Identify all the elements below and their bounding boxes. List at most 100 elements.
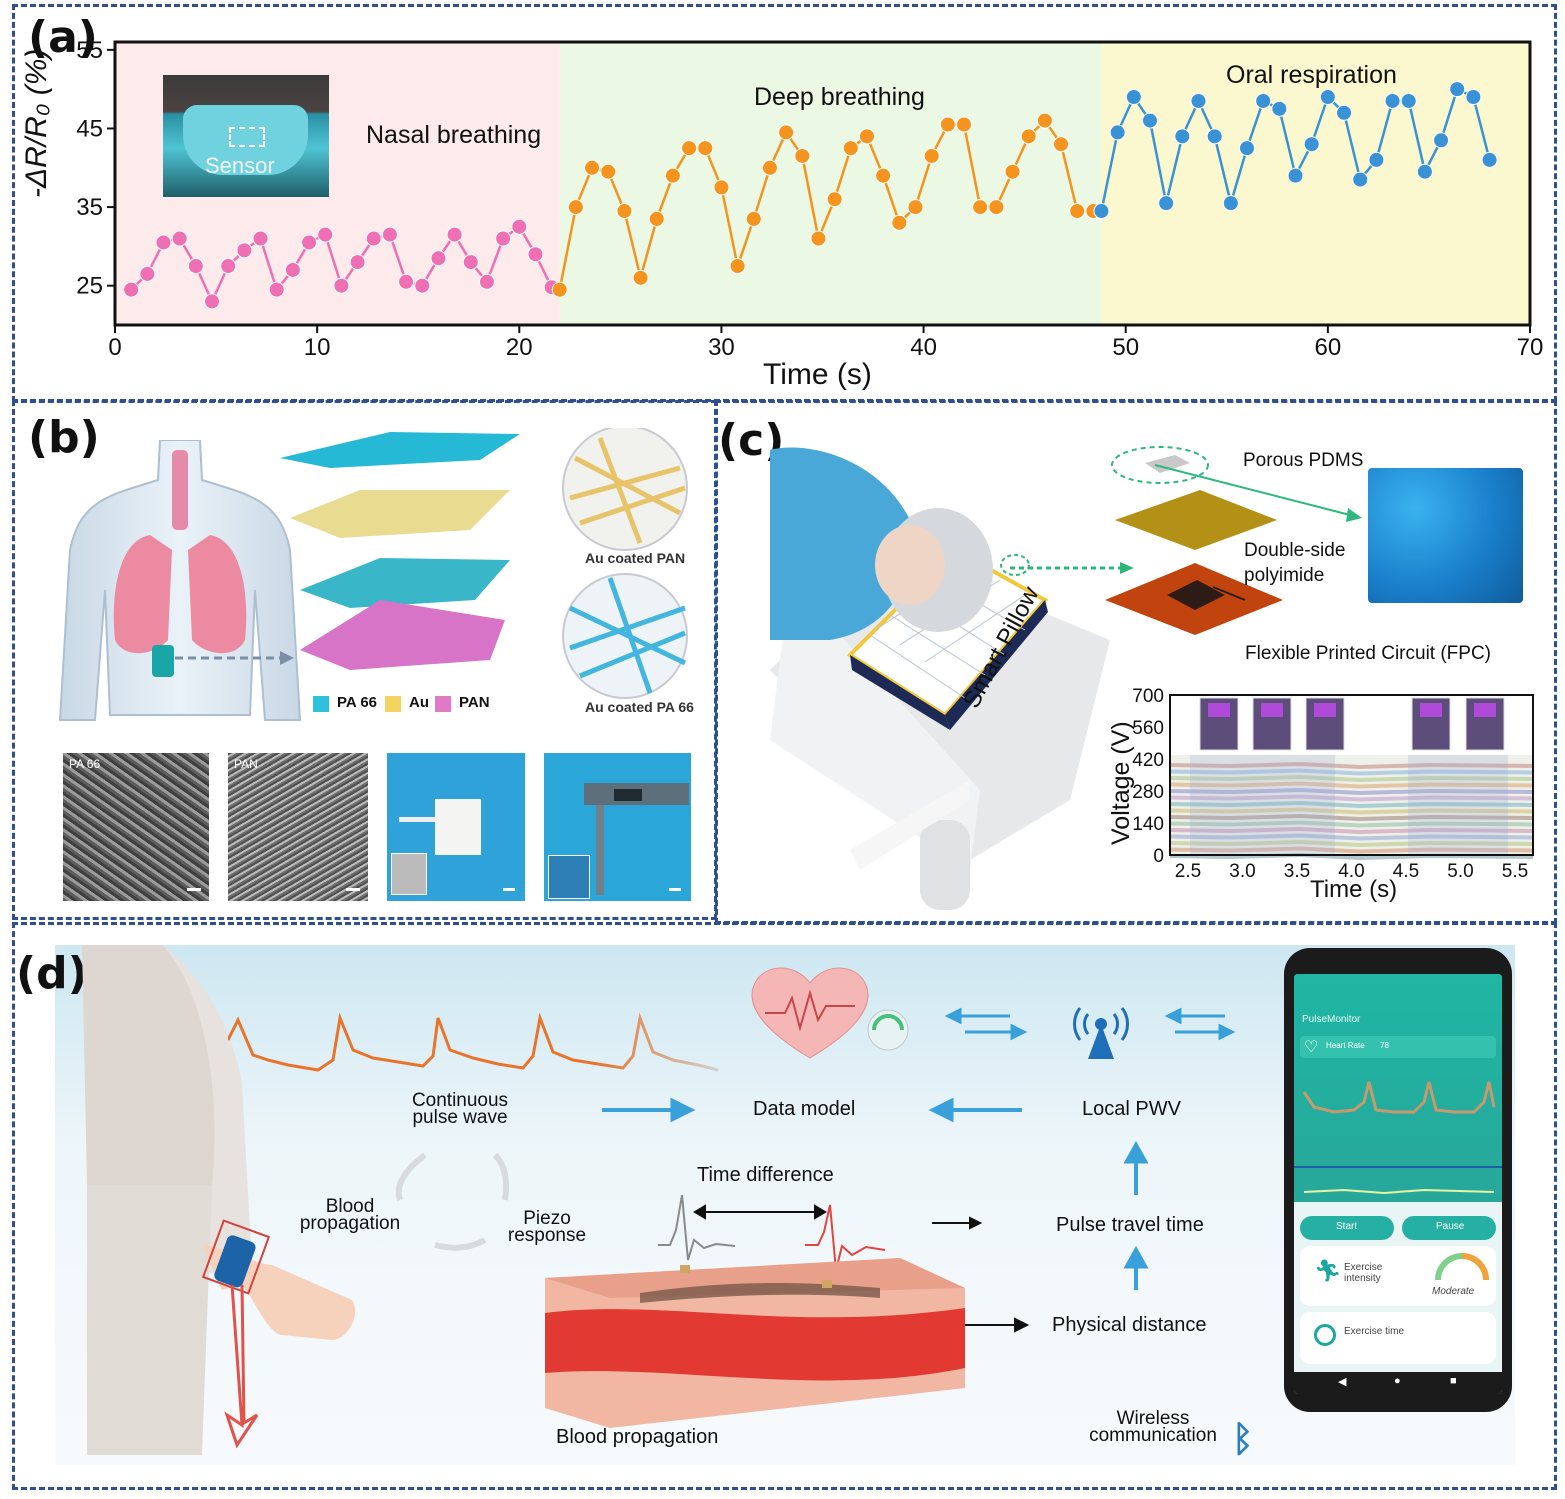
highlight-band bbox=[1190, 755, 1335, 855]
label-blood-propagation-cycle: Blood propagation bbox=[299, 1196, 401, 1234]
data-point bbox=[1036, 112, 1053, 129]
data-point bbox=[778, 124, 795, 141]
data-point bbox=[123, 281, 140, 298]
data-point bbox=[1174, 128, 1191, 145]
label-wireless-communication: Wireless communication bbox=[1089, 1408, 1217, 1446]
data-point bbox=[365, 230, 382, 247]
label-local-pwv: Local PWV bbox=[1082, 1098, 1181, 1120]
nav-back-icon[interactable]: ◀ bbox=[1338, 1376, 1347, 1388]
voltage-trace bbox=[1169, 833, 1534, 841]
x-tick-label: 0 bbox=[108, 334, 121, 361]
data-point bbox=[1287, 167, 1304, 184]
data-point bbox=[956, 116, 972, 133]
data-point bbox=[495, 230, 512, 247]
caliper-display bbox=[614, 789, 642, 801]
series-line bbox=[558, 118, 1094, 290]
voltage-trace bbox=[1169, 774, 1534, 783]
voltage-x-tick-label: 3.0 bbox=[1229, 861, 1255, 882]
exercise-intensity-label: Exercise intensity bbox=[1344, 1262, 1383, 1284]
data-point bbox=[664, 167, 681, 184]
panel-label-a: (a) bbox=[28, 12, 98, 63]
plot-frame bbox=[113, 40, 1532, 327]
callout-au-pa66: Au coated PA 66 bbox=[585, 699, 694, 715]
label-continuous-pulse-wave: Continuous pulse wave bbox=[411, 1090, 509, 1128]
phone-waveform bbox=[1294, 1081, 1502, 1195]
voltage-trace bbox=[1169, 826, 1534, 835]
sample-holder bbox=[399, 817, 437, 822]
heart-icon: ♡ bbox=[1304, 1039, 1319, 1056]
sem-label-pan: PAN bbox=[234, 757, 258, 771]
data-point bbox=[527, 246, 544, 263]
voltage-x-tick-label: 5.0 bbox=[1447, 861, 1473, 882]
data-point bbox=[713, 179, 730, 196]
data-point bbox=[1433, 132, 1450, 149]
data-point bbox=[567, 199, 584, 216]
data-point bbox=[681, 140, 698, 157]
data-point bbox=[511, 218, 528, 235]
heart-rate-bar: ♡ Heart Rate 78 bbox=[1300, 1036, 1496, 1058]
data-point bbox=[551, 281, 568, 298]
start-label: Start bbox=[1336, 1221, 1358, 1232]
voltage-chart: 0 140 280 420 560 700 2.5 3.0 3.5 4.0 4.5 5.0 5.5 bbox=[1132, 686, 1534, 882]
voltage-trace bbox=[1169, 794, 1534, 802]
thumbnail-screen bbox=[1261, 703, 1283, 717]
data-point bbox=[697, 140, 714, 157]
voltage-y-tick-label: 700 bbox=[1132, 686, 1164, 707]
data-point bbox=[1481, 151, 1498, 168]
layer-label-fpc: Flexible Printed Circuit (FPC) bbox=[1245, 643, 1491, 664]
voltage-y-tick-label: 420 bbox=[1132, 750, 1164, 771]
porous-pdms-cube bbox=[1368, 468, 1523, 603]
voltage-trace bbox=[1169, 846, 1534, 854]
voltage-trace bbox=[1169, 813, 1534, 822]
pulse-waveform bbox=[228, 1012, 719, 1072]
data-point bbox=[1158, 195, 1175, 212]
region-label-deep: Deep breathing bbox=[754, 83, 925, 111]
chart-c-xlabel: Time (s) bbox=[1310, 876, 1398, 903]
data-point bbox=[478, 273, 495, 290]
smartphone: PulseMonitor ♡ Heart Rate 78 Start Pause… bbox=[1284, 948, 1512, 1412]
voltage-y-tick-label: 560 bbox=[1132, 718, 1164, 739]
start-button[interactable]: Start bbox=[1300, 1216, 1394, 1240]
data-point bbox=[1190, 92, 1207, 109]
panel-label-d: (d) bbox=[16, 948, 88, 999]
legend-swatch-pan bbox=[435, 696, 451, 712]
nav-recents-icon[interactable]: ■ bbox=[1450, 1375, 1457, 1387]
legend-swatch-au bbox=[385, 696, 401, 712]
thumbnail-screen bbox=[1474, 703, 1496, 717]
sem-label-pa66: PA 66 bbox=[69, 757, 101, 771]
artery-cross-section bbox=[545, 1258, 965, 1428]
data-point bbox=[204, 293, 221, 310]
voltage-x-tick-label: 4.0 bbox=[1338, 861, 1364, 882]
nav-home-icon[interactable]: ● bbox=[1394, 1375, 1401, 1387]
data-point bbox=[1449, 81, 1466, 98]
x-tick-label: 70 bbox=[1517, 334, 1544, 361]
data-point bbox=[761, 159, 778, 176]
voltage-y-tick-label: 140 bbox=[1132, 814, 1164, 835]
sensor-patch-b bbox=[152, 645, 174, 677]
voltage-x-tick-label: 2.5 bbox=[1175, 861, 1201, 882]
runner-icon: 🏃︎ bbox=[1314, 1258, 1342, 1283]
app-title: PulseMonitor bbox=[1302, 1014, 1361, 1025]
data-point bbox=[1004, 163, 1021, 180]
y-tick-label: 35 bbox=[76, 194, 103, 221]
voltage-trace bbox=[1169, 761, 1534, 770]
data-point bbox=[1093, 203, 1110, 220]
layer-stack-illustration bbox=[280, 432, 520, 670]
x-tick-label: 30 bbox=[708, 334, 735, 361]
pause-button[interactable]: Pause bbox=[1402, 1216, 1496, 1240]
voltage-y-tick-label: 0 bbox=[1153, 846, 1164, 867]
data-point bbox=[1206, 128, 1223, 145]
voltage-trace bbox=[1169, 768, 1534, 776]
panel-label-b: (b) bbox=[28, 412, 100, 463]
data-point bbox=[187, 258, 204, 275]
data-point bbox=[1069, 203, 1086, 220]
wrist-sensor bbox=[214, 1235, 256, 1288]
intensity-value: Moderate bbox=[1432, 1286, 1475, 1297]
data-point bbox=[632, 269, 649, 286]
data-point bbox=[414, 277, 431, 294]
scale-bar bbox=[346, 888, 360, 891]
x-tick-label: 20 bbox=[506, 334, 533, 361]
data-point bbox=[842, 140, 859, 157]
data-point bbox=[1303, 136, 1320, 153]
voltage-x-tick-label: 4.5 bbox=[1393, 861, 1419, 882]
